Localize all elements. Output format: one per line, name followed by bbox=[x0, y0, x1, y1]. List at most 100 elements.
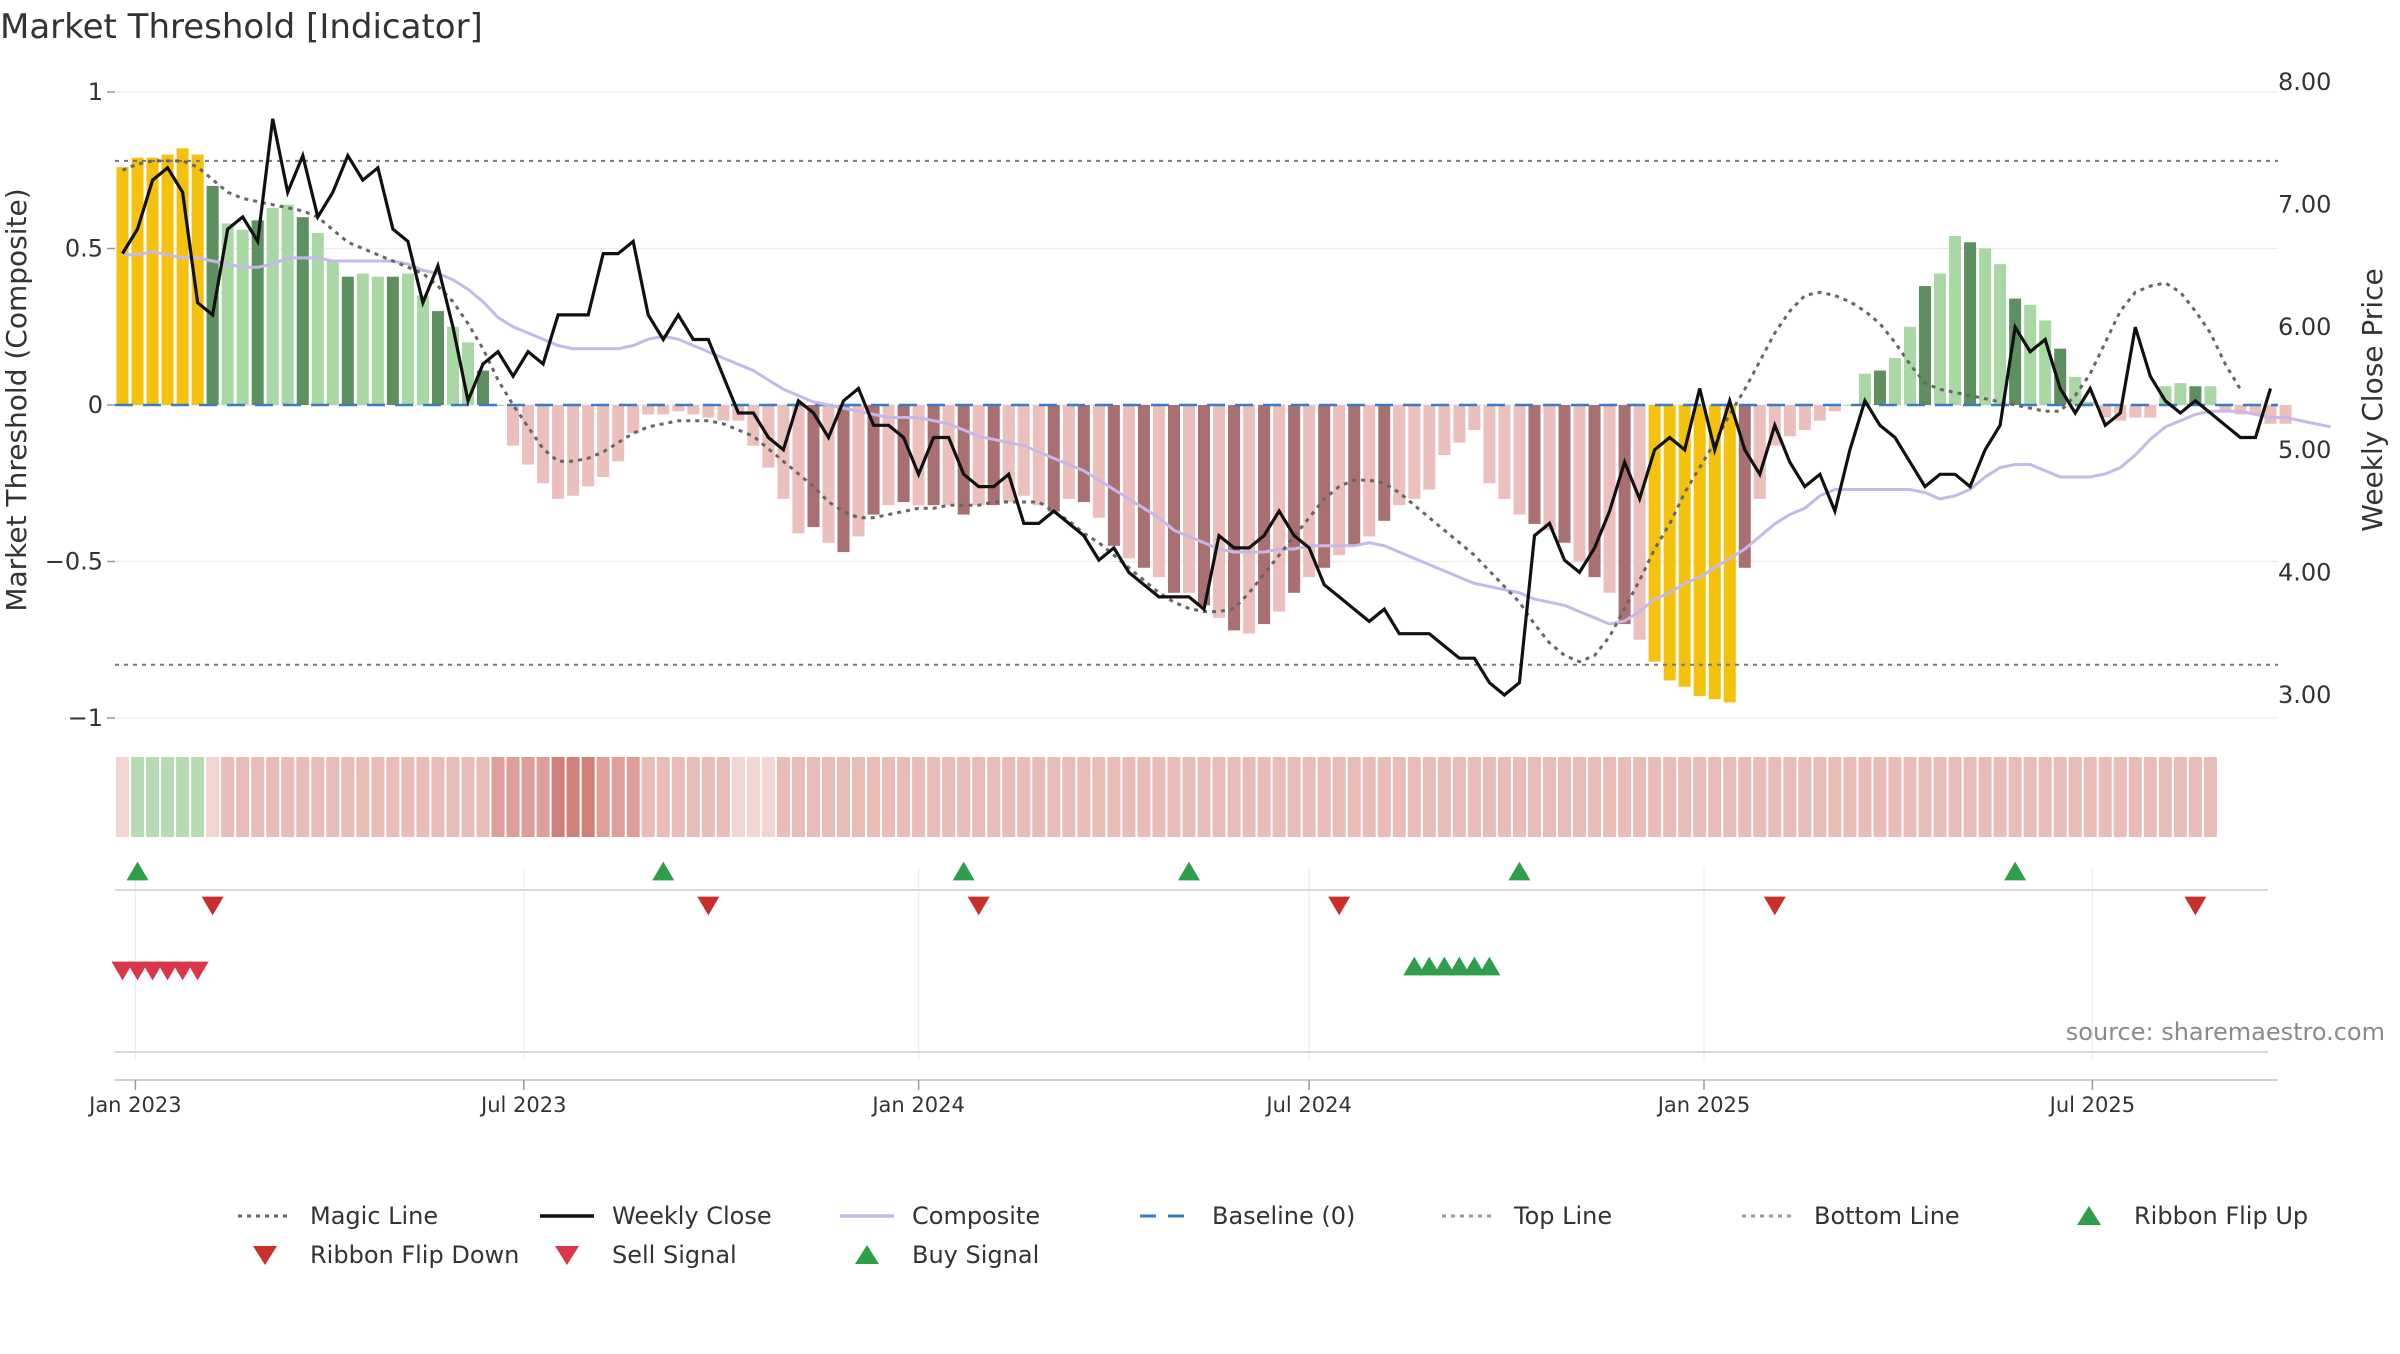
ribbon-cell bbox=[1317, 757, 1331, 837]
composite-bar bbox=[386, 276, 399, 405]
composite-bar bbox=[1783, 405, 1796, 437]
ribbon-cell bbox=[2203, 757, 2217, 837]
composite-bar bbox=[1888, 358, 1901, 405]
ribbon-cell bbox=[251, 757, 265, 837]
ribbon-cell bbox=[1122, 757, 1136, 837]
ribbon-cell bbox=[2068, 757, 2082, 837]
x-tick-label: Jan 2025 bbox=[1656, 1093, 1751, 1117]
ribbon-flip-down-marker bbox=[697, 896, 720, 916]
composite-bar bbox=[1573, 405, 1586, 562]
ribbon-cell bbox=[116, 757, 130, 837]
ribbon-cell bbox=[2143, 757, 2157, 837]
ribbon-cell bbox=[1032, 757, 1046, 837]
ribbon-cell bbox=[837, 757, 851, 837]
sell-signal-marker bbox=[111, 961, 134, 981]
composite-bar bbox=[326, 261, 339, 405]
ribbon-cell bbox=[596, 757, 610, 837]
ribbon-cell bbox=[1332, 757, 1346, 837]
chart-title: Market Threshold [Indicator] bbox=[0, 7, 483, 47]
composite-bar bbox=[792, 405, 805, 534]
ribbon-cell bbox=[461, 757, 475, 837]
composite-bar bbox=[912, 405, 925, 506]
composite-bar bbox=[1723, 405, 1736, 703]
legend-label: Top Line bbox=[1513, 1202, 1612, 1230]
ribbon-cell bbox=[1347, 757, 1361, 837]
composite-bar bbox=[311, 232, 324, 405]
ribbon-cell bbox=[641, 757, 655, 837]
legend-item: Composite bbox=[840, 1202, 1040, 1230]
y2-tick-label: 4.00 bbox=[2278, 558, 2331, 586]
composite-bar bbox=[627, 405, 640, 434]
y-tick-label: 1 bbox=[88, 78, 103, 106]
composite-bar bbox=[1949, 235, 1962, 405]
legend-label: Ribbon Flip Down bbox=[310, 1241, 519, 1269]
composite-bar bbox=[1513, 405, 1526, 515]
ribbon-flip-up-marker bbox=[1177, 861, 1200, 881]
composite-bar bbox=[206, 185, 219, 405]
composite-bar bbox=[642, 405, 655, 415]
composite-bar bbox=[1603, 405, 1616, 593]
ribbon-cell bbox=[1783, 757, 1797, 837]
series-lines bbox=[115, 118, 2331, 698]
ribbon-cell bbox=[821, 757, 835, 837]
y2-tick-label: 7.00 bbox=[2278, 191, 2331, 219]
composite-bar bbox=[1032, 405, 1045, 506]
composite-bar bbox=[1423, 405, 1436, 490]
x-tick-label: Jul 2024 bbox=[1264, 1093, 1351, 1117]
buy-signal-marker bbox=[1463, 956, 1486, 976]
composite-bar bbox=[2279, 405, 2292, 424]
composite-bar bbox=[882, 405, 895, 506]
composite-bar bbox=[2039, 320, 2052, 405]
ribbon-cell bbox=[1437, 757, 1451, 837]
composite-bar bbox=[1017, 405, 1030, 496]
legend-item: Baseline (0) bbox=[1140, 1202, 1355, 1230]
ribbon-cell bbox=[491, 757, 505, 837]
ribbon-cell bbox=[236, 757, 250, 837]
ribbon-cell bbox=[1257, 757, 1271, 837]
ribbon-cell bbox=[1678, 757, 1692, 837]
composite-bar bbox=[266, 207, 279, 405]
composite-bar bbox=[2219, 405, 2232, 412]
ribbon-cell bbox=[2038, 757, 2052, 837]
composite-bar bbox=[1077, 405, 1090, 503]
ribbon-flip-down-marker bbox=[2184, 896, 2207, 916]
ribbon-cell bbox=[1152, 757, 1166, 837]
composite-bar bbox=[1243, 405, 1256, 634]
composite-bar bbox=[2264, 405, 2277, 424]
ribbon-cell bbox=[1182, 757, 1196, 837]
buy-signal-marker bbox=[1448, 956, 1471, 976]
y-tick-label: 0 bbox=[88, 391, 103, 419]
composite-bar bbox=[2129, 405, 2142, 418]
ribbon-cell bbox=[942, 757, 956, 837]
composite-bar bbox=[2249, 405, 2262, 415]
ribbon-cell bbox=[476, 757, 490, 837]
x-tick-label: Jan 2024 bbox=[870, 1093, 965, 1117]
composite-bar bbox=[401, 273, 414, 405]
ribbon-cell bbox=[1933, 757, 1947, 837]
composite-bar bbox=[1137, 405, 1150, 568]
composite-bar bbox=[1303, 405, 1316, 578]
ribbon-cell bbox=[1603, 757, 1617, 837]
composite-bar bbox=[281, 204, 294, 405]
ribbon-cell bbox=[686, 757, 700, 837]
ribbon-cell bbox=[912, 757, 926, 837]
ribbon-cell bbox=[1482, 757, 1496, 837]
ribbon-cell bbox=[1527, 757, 1541, 837]
composite-bar bbox=[522, 405, 535, 465]
ribbon-cell bbox=[1392, 757, 1406, 837]
composite-bar bbox=[1678, 405, 1691, 687]
ribbon-flip-up-marker bbox=[1508, 861, 1531, 881]
y2-tick-label: 3.00 bbox=[2278, 681, 2331, 709]
ribbon-cell bbox=[1002, 757, 1016, 837]
composite-bar bbox=[1288, 405, 1301, 593]
composite-bar bbox=[1408, 405, 1421, 499]
composite-bar bbox=[1152, 405, 1165, 578]
composite-bar bbox=[191, 154, 204, 405]
ribbon-cell bbox=[581, 757, 595, 837]
ribbon-cell bbox=[1723, 757, 1737, 837]
ribbon-cell bbox=[1287, 757, 1301, 837]
ribbon-cell bbox=[2113, 757, 2127, 837]
composite-bar bbox=[1858, 373, 1871, 405]
ribbon-cell bbox=[266, 757, 280, 837]
ribbon-cell bbox=[536, 757, 550, 837]
